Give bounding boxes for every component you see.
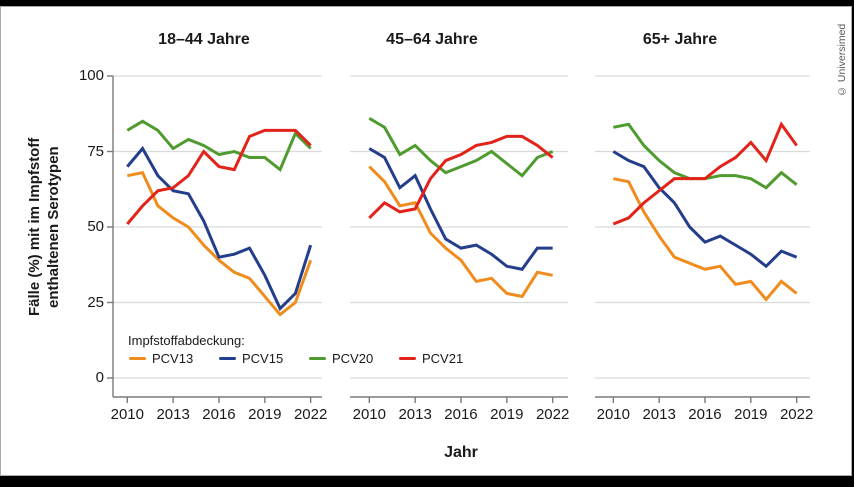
- x-tick-label: 2016: [688, 406, 722, 423]
- line-series-pcv13-panel1: [127, 170, 313, 317]
- line-series-pcv15-panel3: [612, 150, 798, 269]
- y-tick-label: 50: [87, 218, 104, 235]
- legend-label-pcv21: PCV21: [422, 350, 464, 366]
- legend-item-pcv13: PCV13: [129, 350, 194, 366]
- x-tick-label: 2016: [444, 406, 478, 423]
- panel-title-65plus: 65+ Jahre: [642, 31, 718, 48]
- line-series-pcv15-panel2: [368, 147, 553, 271]
- panel-title-45-64: 45–64 Jahre: [386, 31, 478, 48]
- legend-label-pcv15: PCV15: [242, 350, 284, 366]
- line-series-pcv13-panel3: [613, 177, 798, 302]
- y-axis-title-line2: enthaltenen Serotypen: [44, 146, 62, 308]
- x-tick-label: 2013: [398, 406, 432, 423]
- line-series-pcv20-panel2: [368, 116, 554, 178]
- legend-item-pcv15: PCV15: [219, 350, 284, 366]
- x-tick-label: 2016: [202, 406, 236, 423]
- x-tick-label: 2013: [156, 406, 190, 423]
- x-tick-label: 2022: [293, 406, 328, 423]
- x-tick-label: 2022: [535, 406, 570, 423]
- legend-label-pcv13: PCV13: [152, 350, 194, 366]
- x-tick-label: 2010: [352, 406, 386, 423]
- copyright-credit: © Universimed: [835, 23, 848, 97]
- y-tick-label: 100: [78, 67, 104, 84]
- x-tick-label: 2019: [490, 406, 524, 423]
- pcv13-line-swatch: [129, 356, 146, 360]
- x-tick-label: 2010: [596, 406, 630, 423]
- x-tick-label: 2022: [779, 406, 814, 423]
- x-axis-title: Jahr: [444, 444, 478, 461]
- x-tick-label: 2019: [734, 406, 768, 423]
- x-tick-label: 2013: [642, 406, 676, 423]
- legend-item-pcv20: PCV20: [309, 350, 374, 366]
- legend-label-pcv20: PCV20: [332, 350, 374, 366]
- line-series-pcv21-panel3: [612, 121, 798, 226]
- panel-title-18-44: 18–44 Jahre: [158, 31, 250, 48]
- line-series-pcv21-panel2: [368, 134, 554, 220]
- pcv20-line-swatch: [309, 356, 326, 360]
- pcv21-line-swatch: [399, 356, 416, 360]
- y-tick-label: 0: [95, 369, 104, 386]
- x-tick-label: 2019: [248, 406, 282, 423]
- y-tick-label: 25: [87, 293, 104, 311]
- legend-title: Impfstoffabdeckung:: [128, 333, 245, 348]
- line-series-pcv21-panel1: [126, 128, 312, 225]
- y-tick-label: 75: [87, 142, 104, 160]
- y-axis-title: Fälle (%) mit im Impfstoff enthaltenen S…: [26, 124, 64, 330]
- pcv15-line-swatch: [219, 356, 236, 360]
- legend-item-pcv21: PCV21: [399, 350, 464, 366]
- line-series-pcv13-panel2: [368, 165, 553, 299]
- line-series-pcv20-panel1: [126, 119, 312, 173]
- y-axis-title-line1: Fälle (%) mit im Impfstoff: [26, 137, 43, 317]
- x-tick-label: 2010: [110, 406, 144, 423]
- line-series-pcv15-panel1: [126, 145, 313, 312]
